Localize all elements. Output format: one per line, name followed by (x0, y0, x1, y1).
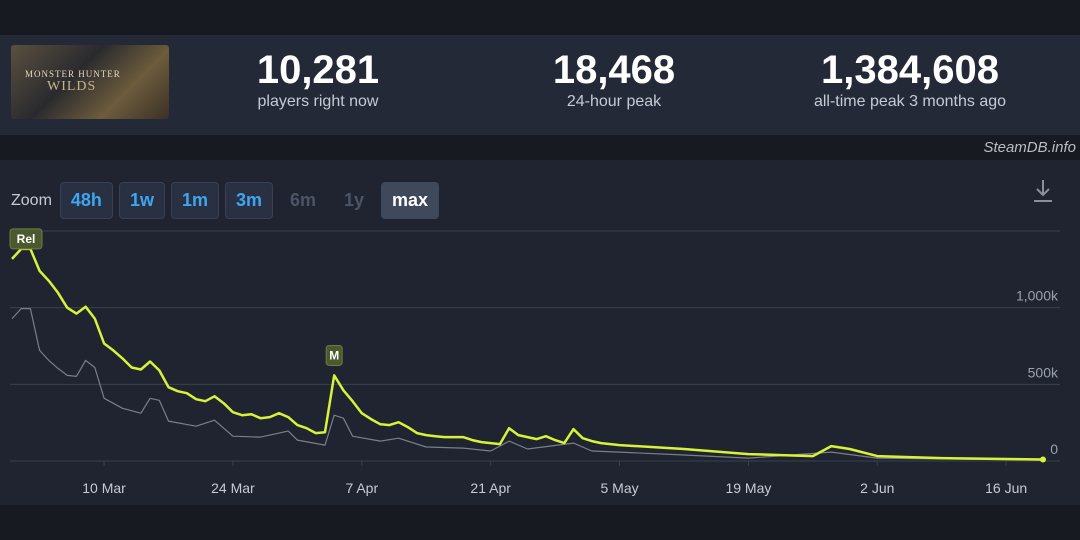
zoom-button[interactable]: 3m (224, 182, 273, 219)
y-tick-label: 0 (1050, 441, 1058, 457)
x-tick-label: 7 Apr (345, 480, 378, 496)
annotation-flag (325, 344, 343, 366)
x-tick-label: 2 Jun (860, 480, 894, 496)
zoom-button[interactable]: 1w (118, 182, 165, 219)
y-tick-label: 1,000k (1016, 288, 1059, 304)
stat-label: players right now (257, 93, 379, 110)
x-tick-label: 24 Mar (211, 480, 255, 496)
y-tick-label: 500k (1028, 364, 1059, 380)
stat: 10,281 players right now (188, 47, 448, 111)
logo-text: MONSTER HUNTER (25, 69, 121, 79)
x-tick-label: 10 Mar (82, 480, 126, 496)
x-tick-label: 21 Apr (470, 480, 511, 496)
x-tick-label: 16 Jun (985, 480, 1027, 496)
annotation-label: M (329, 348, 339, 362)
stat-label: all-time peak 3 months ago (813, 93, 1007, 110)
last-point (1040, 456, 1046, 463)
series-line (11, 247, 1044, 461)
zoom-label: Zoom (11, 191, 52, 209)
stat: 1,384,608 all-time peak 3 months ago (780, 47, 1040, 111)
logo-text: WILDS (47, 79, 97, 94)
stat-value: 18,468 (552, 48, 676, 92)
annotation-label: Rel (17, 232, 36, 246)
zoom-bar: Zoom 48h 1w 1m 3m 6m 1y max (11, 182, 440, 219)
source[interactable]: SteamDB.info (983, 139, 1076, 156)
game-logo[interactable]: MONSTER HUNTER WILDS (11, 45, 169, 119)
x-tick-label: 5 May (600, 480, 638, 496)
series-line (11, 308, 1044, 461)
x-tick-label: 19 May (725, 480, 771, 496)
stat-value: 1,384,608 (821, 48, 999, 92)
stat: 18,468 24-hour peak (484, 47, 744, 111)
stat-label: 24-hour peak (566, 93, 662, 110)
stat-value: 10,281 (256, 48, 380, 92)
zoom-button: 6m (289, 190, 316, 210)
download-icon[interactable] (1034, 180, 1052, 202)
annotation-flag (9, 228, 43, 250)
stats-bar: MONSTER HUNTER WILDS 10,281 players right… (0, 35, 1080, 135)
zoom-button: 1y (344, 190, 365, 210)
zoom-button[interactable]: 1m (170, 182, 219, 219)
zoom-button[interactable]: 48h (59, 182, 113, 219)
zoom-button[interactable]: max (381, 182, 440, 219)
